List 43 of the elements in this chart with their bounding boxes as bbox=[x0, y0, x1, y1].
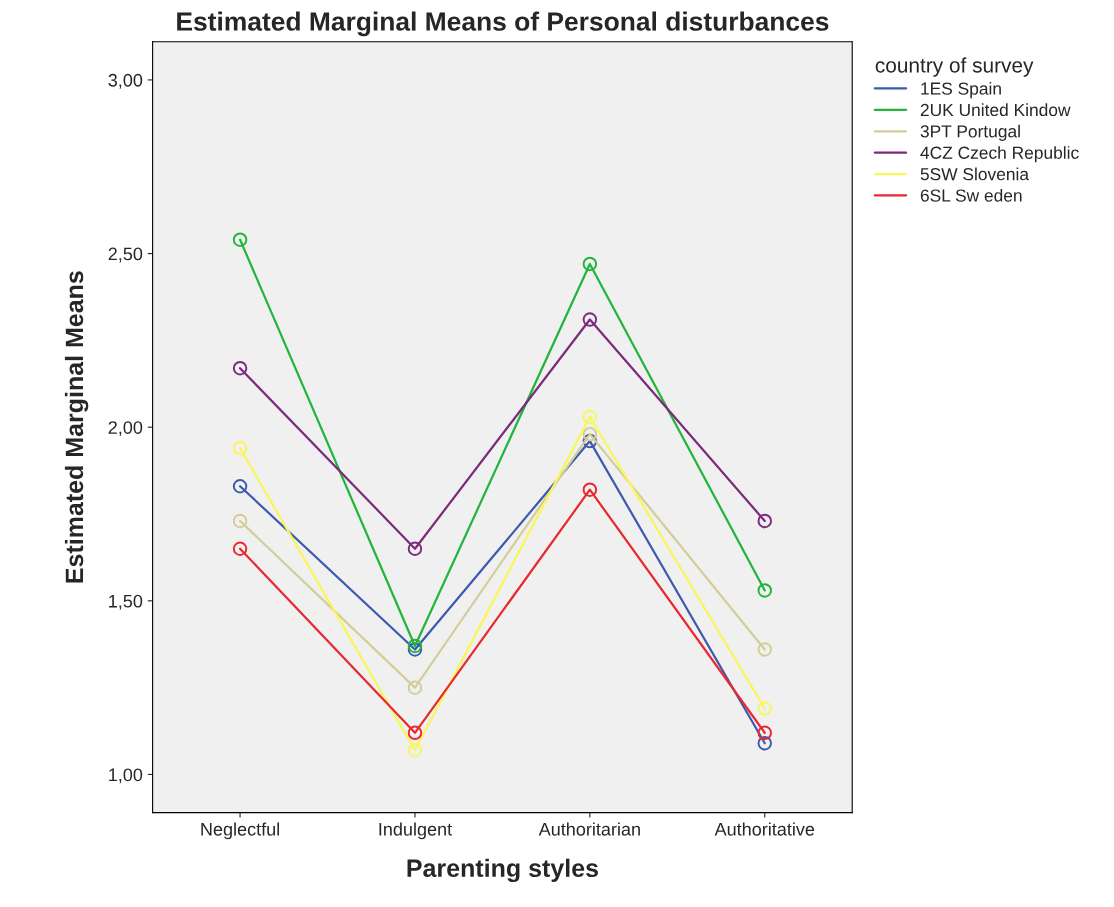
point bbox=[407, 642, 423, 657]
point bbox=[582, 482, 598, 497]
point bbox=[757, 513, 772, 529]
point bbox=[582, 433, 598, 449]
point bbox=[757, 736, 772, 751]
point bbox=[582, 409, 598, 424]
point bbox=[757, 583, 772, 598]
point bbox=[232, 479, 248, 494]
point bbox=[582, 426, 598, 442]
legend-label: 1ES Spain bbox=[921, 81, 1001, 99]
x-tick-label: Authoritarian bbox=[538, 822, 640, 836]
point bbox=[407, 742, 423, 758]
y-tick-label: 1,00 bbox=[109, 768, 143, 784]
legend-label: 3PT Portugal bbox=[920, 124, 1020, 141]
y-axis-title: Estimated Marginal Means bbox=[64, 271, 89, 583]
x-axis-title: Parenting styles bbox=[407, 858, 598, 883]
x-tick-label: Indulgent bbox=[379, 822, 452, 840]
legend-label: 6SL Sw eden bbox=[920, 188, 1022, 202]
legend-title: country of survey bbox=[875, 57, 1034, 77]
point bbox=[582, 312, 598, 327]
y-tick-label: 3,00 bbox=[108, 73, 143, 89]
point bbox=[407, 541, 423, 556]
x-tick-label: Authoritative bbox=[714, 822, 815, 836]
y-tick-label: 2,50 bbox=[108, 247, 143, 263]
point bbox=[757, 642, 772, 657]
chart-title: Estimated Marginal Means of Personal disturbances bbox=[177, 11, 829, 37]
point bbox=[757, 701, 772, 716]
point bbox=[232, 513, 248, 529]
point bbox=[232, 541, 248, 556]
y-tick-label: 2,00 bbox=[108, 421, 143, 437]
point bbox=[232, 232, 248, 247]
point bbox=[582, 256, 598, 272]
point bbox=[757, 725, 772, 741]
point bbox=[232, 360, 248, 376]
legend-label: 2UK United Kindow bbox=[920, 103, 1071, 117]
y-tick-label: 1,50 bbox=[109, 594, 143, 610]
x-tick-label: Neglectful bbox=[201, 822, 280, 840]
legend-label: 4CZ Czech Republic bbox=[920, 146, 1079, 163]
point bbox=[232, 440, 248, 456]
legend-label: 5SW Slovenia bbox=[920, 167, 1030, 181]
point bbox=[407, 725, 423, 741]
point bbox=[407, 680, 423, 695]
point bbox=[407, 638, 423, 654]
